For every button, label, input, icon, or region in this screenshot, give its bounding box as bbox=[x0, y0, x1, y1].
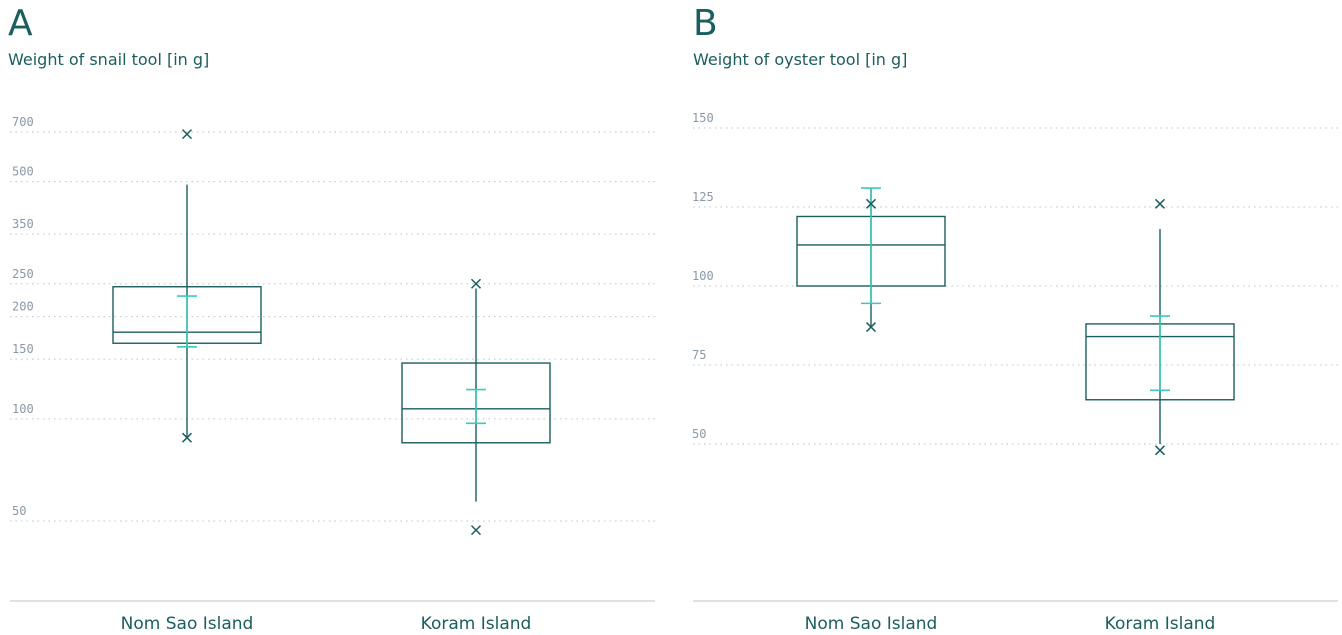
y-tick-label: 150 bbox=[692, 111, 714, 125]
y-tick-label: 200 bbox=[12, 300, 34, 314]
outlier-marker bbox=[470, 525, 482, 536]
y-tick-label: 700 bbox=[12, 115, 34, 129]
outlier-marker bbox=[865, 322, 877, 333]
x-category-label: Koram Island bbox=[421, 614, 532, 634]
y-tick-label: 150 bbox=[12, 342, 34, 356]
y-tick-label: 100 bbox=[12, 402, 34, 416]
outlier-marker bbox=[1154, 445, 1166, 456]
y-tick-label: 500 bbox=[12, 165, 34, 179]
chart-title: Weight of snail tool [in g] bbox=[8, 50, 210, 69]
box-iqr bbox=[401, 362, 551, 444]
outlier-marker bbox=[865, 198, 877, 209]
chart-plot: 50 75 100 125 150 Nom Sao Island Koram Island bbox=[692, 111, 1338, 634]
y-tick-label: 250 bbox=[12, 267, 34, 281]
panel-letter: B bbox=[693, 3, 718, 44]
panel-letter: A bbox=[8, 3, 33, 44]
x-category-label: Koram Island bbox=[1105, 614, 1216, 634]
outlier-marker bbox=[181, 129, 193, 140]
chart-title: Weight of oyster tool [in g] bbox=[693, 50, 908, 69]
chart-panel-b: B Weight of oyster tool [in g] 50 75 100 12… bbox=[684, 0, 1342, 635]
x-category-label: Nom Sao Island bbox=[805, 614, 938, 634]
y-tick-label: 350 bbox=[12, 217, 34, 231]
y-tick-label: 100 bbox=[692, 269, 714, 283]
outlier-marker bbox=[470, 278, 482, 289]
y-tick-label: 50 bbox=[12, 504, 26, 518]
y-tick-label: 75 bbox=[692, 348, 706, 362]
y-tick-label: 125 bbox=[692, 190, 714, 204]
y-tick-label: 50 bbox=[692, 427, 706, 441]
outlier-marker bbox=[1154, 198, 1166, 209]
outlier-marker bbox=[181, 432, 193, 443]
x-category-label: Nom Sao Island bbox=[121, 614, 254, 634]
chart-plot: 50 100 150 200 250 350 500 700 Nom Sao Island Kor… bbox=[10, 115, 655, 634]
chart-panel-a: A Weight of snail tool [in g] 50 100 150 20… bbox=[8, 3, 655, 634]
